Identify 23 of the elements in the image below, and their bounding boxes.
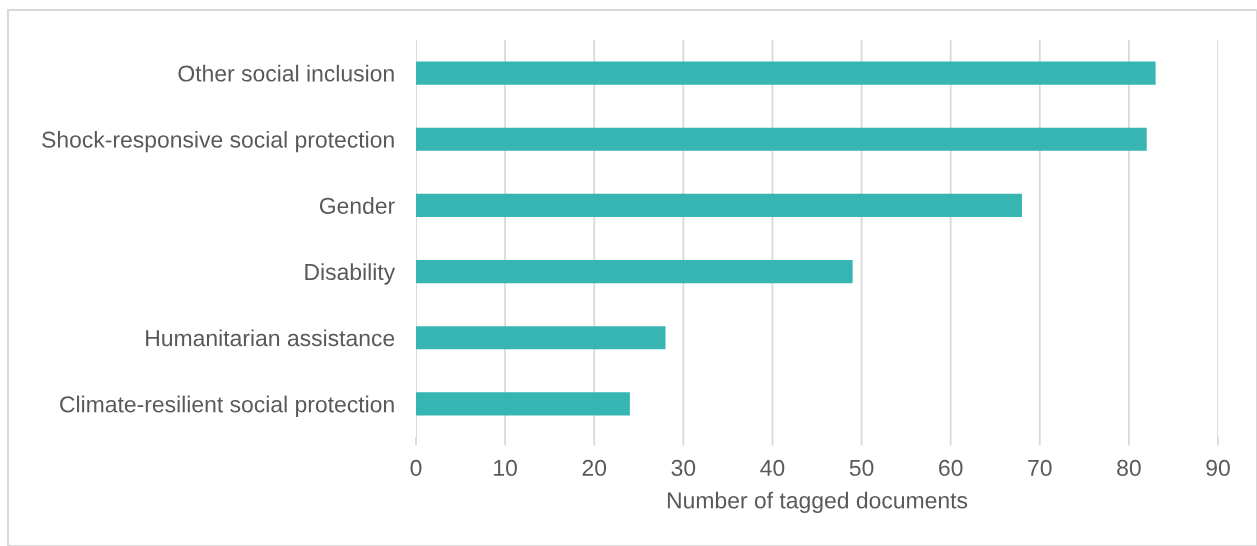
y-tick-label: Other social inclusion <box>178 64 394 82</box>
bar <box>416 127 1147 151</box>
x-tick-label: 50 <box>849 459 874 477</box>
x-axis-title: Number of tagged documents <box>667 491 968 514</box>
bar <box>416 326 666 350</box>
x-tick-label: 20 <box>582 459 607 477</box>
x-tick-label: 80 <box>1117 459 1141 477</box>
bar <box>416 392 630 416</box>
bar <box>416 61 1156 85</box>
bar <box>416 260 853 284</box>
x-tick-label: 30 <box>671 459 696 477</box>
bar <box>416 193 1022 217</box>
x-tick-label: 10 <box>494 459 517 477</box>
y-tick-label: Shock-responsive social protection <box>42 130 394 153</box>
x-tick-label: 40 <box>760 459 785 477</box>
y-tick-label: Disability <box>305 263 396 285</box>
x-tick-label: 70 <box>1028 459 1052 477</box>
x-tick-label: 90 <box>1206 459 1230 477</box>
y-tick-label: Gender <box>319 197 395 214</box>
x-tick-label: 0 <box>410 459 422 477</box>
y-tick-label: Climate-resilient social protection <box>60 395 394 417</box>
x-tick-label: 60 <box>939 459 963 477</box>
y-tick-label: Humanitarian assistance <box>146 329 395 347</box>
